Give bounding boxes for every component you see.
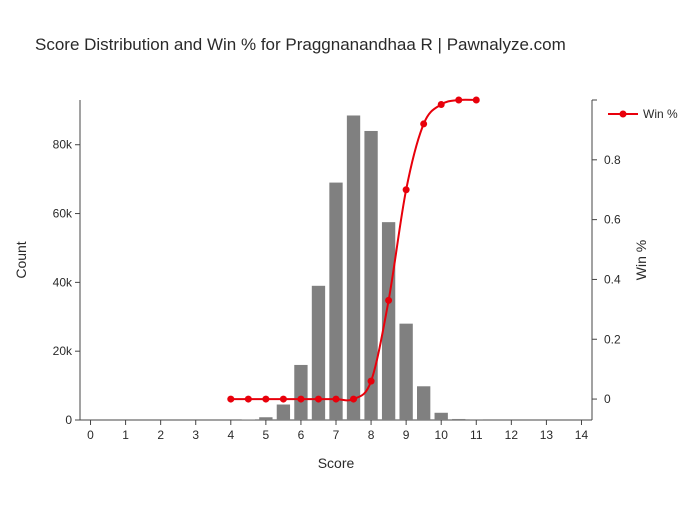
x-tick-label: 13 (540, 428, 554, 442)
legend-label-win: Win % (643, 107, 678, 121)
win-point (385, 297, 392, 304)
win-point (368, 378, 375, 385)
x-tick-label: 6 (298, 428, 305, 442)
win-point (315, 396, 322, 403)
x-tick-label: 4 (227, 428, 234, 442)
y-tick-label: 20k (53, 344, 73, 358)
bar-series (242, 115, 483, 420)
x-tick-label: 11 (470, 428, 483, 442)
x-tick-label: 9 (403, 428, 410, 442)
bar (277, 405, 290, 420)
x-axis-label: Score (318, 455, 355, 471)
y2-tick-label: 0 (604, 392, 611, 406)
bar (294, 365, 307, 420)
legend[interactable]: Win % (608, 107, 678, 121)
x-tick-label: 7 (333, 428, 340, 442)
win-point (473, 97, 480, 104)
bar (399, 324, 412, 420)
y-tick-label: 40k (53, 275, 73, 289)
win-point (438, 101, 445, 108)
win-point (262, 396, 269, 403)
win-point (297, 396, 304, 403)
x-tick-label: 12 (505, 428, 519, 442)
y2-tick-label: 0.8 (604, 153, 621, 167)
win-point (227, 396, 234, 403)
y2-tick-label: 0.4 (604, 272, 621, 286)
x-tick-label: 2 (157, 428, 164, 442)
y-axis-label: Count (13, 241, 29, 278)
win-point (403, 186, 410, 193)
x-tick-label: 0 (87, 428, 94, 442)
bar (329, 183, 342, 420)
y2-tick-label: 0.2 (604, 332, 621, 346)
bar (364, 131, 377, 420)
y-tick-label: 0 (65, 413, 72, 427)
x-tick-label: 14 (575, 428, 589, 442)
x-tick-label: 10 (435, 428, 449, 442)
legend-marker-swatch (620, 111, 627, 118)
bar (259, 417, 272, 420)
y2-axis-label: Win % (633, 240, 649, 280)
x-tick-label: 5 (263, 428, 270, 442)
x-tick-label: 8 (368, 428, 375, 442)
y-tick-label: 80k (53, 138, 73, 152)
y2-tick-label: 0.6 (604, 213, 621, 227)
win-point (350, 396, 357, 403)
win-point (333, 396, 340, 403)
y-tick-label: 60k (53, 207, 73, 221)
bar (435, 413, 448, 420)
win-point (245, 396, 252, 403)
chart-title: Score Distribution and Win % for Praggna… (35, 35, 566, 54)
bar (417, 386, 430, 420)
win-point (455, 97, 462, 104)
win-point (420, 120, 427, 127)
win-point (280, 396, 287, 403)
bar (452, 419, 465, 420)
bar (347, 115, 360, 420)
x-tick-label: 1 (122, 428, 129, 442)
x-tick-label: 3 (192, 428, 199, 442)
